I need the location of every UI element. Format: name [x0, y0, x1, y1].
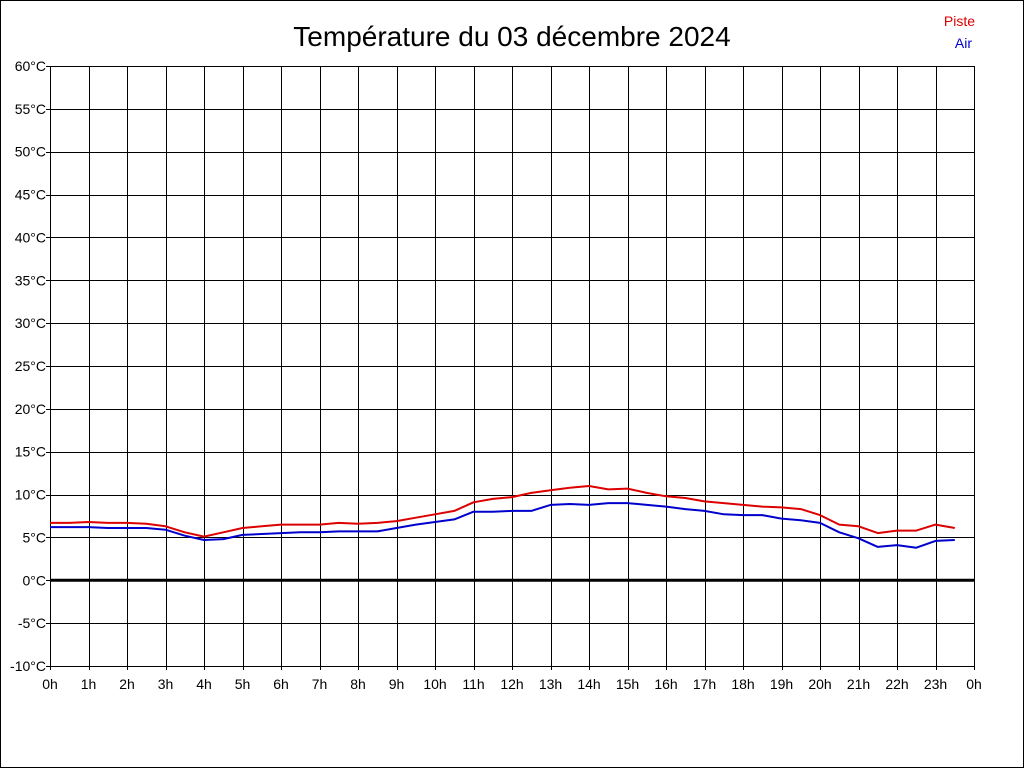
- y-tick-label: 5°C: [23, 529, 47, 545]
- x-tick-label: 23h: [924, 676, 947, 692]
- x-tick-label: 21h: [847, 676, 870, 692]
- y-tick-label: -10°C: [10, 658, 46, 674]
- y-tick-label: -5°C: [18, 615, 46, 631]
- y-tick-label: 55°C: [15, 101, 46, 117]
- x-tick-label: 16h: [654, 676, 677, 692]
- y-tick-label: 20°C: [15, 401, 46, 417]
- y-tick-label: 0°C: [23, 572, 47, 588]
- x-tick-label: 9h: [389, 676, 405, 692]
- y-tick-label: 60°C: [15, 58, 46, 74]
- y-tick-label: 50°C: [15, 144, 46, 160]
- x-tick-label: 20h: [808, 676, 831, 692]
- x-tick-label: 18h: [731, 676, 754, 692]
- x-tick-label: 10h: [423, 676, 446, 692]
- x-tick-label: 2h: [119, 676, 135, 692]
- x-tick-label: 15h: [616, 676, 639, 692]
- x-tick-label: 3h: [158, 676, 174, 692]
- x-tick-label: 1h: [81, 676, 97, 692]
- x-tick-label: 19h: [770, 676, 793, 692]
- chart-title: Température du 03 décembre 2024: [293, 21, 730, 52]
- x-tick-label: 8h: [350, 676, 366, 692]
- grid-layer: [46, 66, 975, 670]
- series-line-air: [50, 502, 955, 549]
- x-tick-label: 0h: [42, 676, 58, 692]
- y-tick-label: 25°C: [15, 358, 46, 374]
- series-layer: [50, 485, 955, 549]
- series-line-piste: [50, 485, 955, 538]
- x-tick-label: 11h: [462, 676, 484, 692]
- legend-entry-air: Air: [955, 35, 972, 51]
- y-tick-label: 40°C: [15, 229, 46, 245]
- x-tick-label: 14h: [577, 676, 600, 692]
- y-tick-label: 30°C: [15, 315, 46, 331]
- x-tick-label: 5h: [235, 676, 251, 692]
- y-tick-label: 10°C: [15, 487, 46, 503]
- x-tick-label: 22h: [885, 676, 908, 692]
- x-tick-label: 12h: [500, 676, 523, 692]
- y-axis-ticks: 60°C 55°C 50°C 45°C 40°C 35°C 30°C 25°C 20°C 15°C…: [10, 58, 46, 674]
- legend-entry-piste: Piste: [944, 13, 975, 29]
- legend: Piste Air: [944, 13, 975, 51]
- x-tick-label: 4h: [196, 676, 212, 692]
- x-tick-label: 6h: [273, 676, 289, 692]
- x-tick-label: 7h: [312, 676, 328, 692]
- y-tick-label: 15°C: [15, 444, 46, 460]
- y-tick-label: 45°C: [15, 187, 46, 203]
- x-axis-ticks: 0h 1h 2h 3h 4h 5h 6h 7h 8h 9h 10h 11h 12h 13h 14h 15h 16…: [42, 676, 982, 692]
- x-tick-label: 17h: [693, 676, 716, 692]
- x-tick-label: 13h: [539, 676, 562, 692]
- x-tick-label: 0h: [966, 676, 982, 692]
- y-tick-label: 35°C: [15, 272, 46, 288]
